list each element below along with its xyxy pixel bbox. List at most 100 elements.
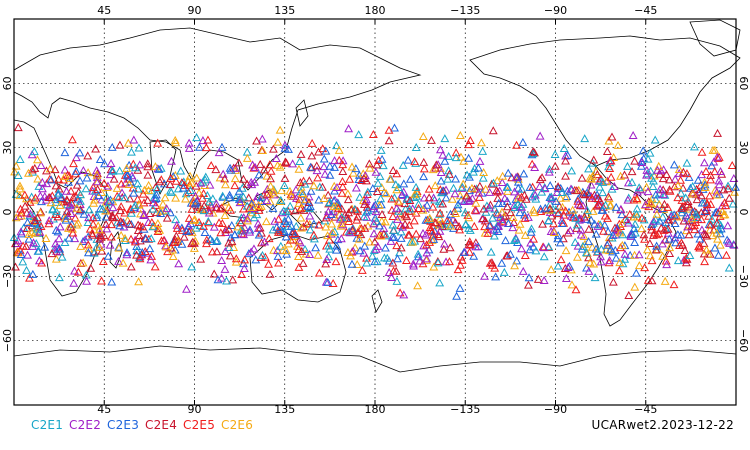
marker-c2e3: [459, 247, 469, 256]
marker-c2e6: [275, 125, 285, 134]
marker-c2e4: [225, 251, 235, 260]
marker-c2e3: [464, 153, 474, 162]
marker-c2e4: [678, 167, 688, 176]
marker-c2e6: [687, 214, 697, 223]
marker-c2e2: [498, 218, 508, 227]
marker-c2e5: [18, 241, 28, 250]
marker-c2e2: [37, 184, 47, 193]
marker-c2e1: [281, 207, 291, 216]
marker-c2e1: [395, 248, 404, 257]
marker-c2e3: [123, 171, 132, 180]
marker-c2e1: [199, 206, 209, 215]
marker-c2e5: [197, 193, 207, 202]
marker-c2e1: [238, 192, 248, 201]
marker-c2e2: [139, 210, 149, 219]
marker-c2e5: [266, 166, 276, 175]
marker-c2e6: [155, 225, 165, 234]
marker-c2e1: [503, 182, 513, 191]
marker-c2e5: [470, 205, 480, 214]
marker-c2e3: [597, 205, 607, 214]
marker-c2e6: [220, 180, 230, 189]
marker-c2e2: [637, 157, 647, 166]
marker-c2e5: [681, 253, 691, 262]
marker-c2e6: [712, 190, 722, 199]
marker-c2e1: [276, 241, 286, 250]
marker-c2e4: [162, 213, 172, 222]
marker-c2e2: [80, 235, 90, 244]
marker-c2e2: [495, 213, 505, 222]
lon-tick-label: 90: [188, 403, 202, 416]
marker-c2e3: [455, 283, 465, 292]
marker-c2e2: [182, 284, 191, 293]
marker-c2e2: [78, 166, 88, 175]
marker-c2e1: [553, 261, 563, 270]
marker-c2e2: [429, 193, 439, 202]
marker-c2e3: [46, 175, 56, 184]
marker-c2e2: [422, 248, 432, 257]
marker-c2e5: [625, 209, 635, 218]
marker-c2e2: [92, 166, 102, 175]
marker-c2e4: [224, 238, 234, 247]
marker-c2e4: [379, 229, 389, 238]
marker-c2e2: [44, 216, 54, 225]
marker-c2e1: [222, 276, 231, 285]
marker-c2e2: [565, 226, 575, 235]
marker-c2e3: [230, 230, 240, 239]
marker-c2e5: [727, 160, 737, 169]
lat-tick-label: 0: [737, 209, 750, 216]
marker-c2e5: [488, 260, 497, 269]
marker-c2e4: [553, 182, 563, 191]
marker-c2e1: [607, 184, 617, 193]
marker-c2e4: [66, 222, 76, 231]
marker-c2e5: [409, 216, 419, 225]
marker-c2e3: [436, 176, 446, 185]
marker-c2e4: [343, 195, 353, 204]
marker-c2e6: [328, 228, 338, 237]
marker-c2e5: [427, 227, 437, 236]
marker-c2e1: [305, 225, 315, 234]
marker-c2e6: [456, 152, 466, 161]
marker-c2e6: [275, 162, 285, 171]
marker-c2e1: [618, 230, 628, 239]
marker-c2e5: [295, 195, 305, 204]
marker-c2e1: [330, 227, 340, 236]
marker-c2e1: [187, 262, 197, 271]
marker-c2e3: [529, 242, 538, 251]
marker-c2e5: [705, 191, 715, 200]
marker-c2e6: [585, 173, 595, 182]
lat-tick-label: 0: [1, 209, 14, 216]
marker-c2e3: [564, 207, 574, 216]
marker-c2e4: [266, 174, 276, 183]
marker-c2e4: [255, 159, 265, 168]
marker-c2e2: [714, 176, 724, 185]
marker-c2e6: [221, 197, 231, 206]
marker-c2e1: [295, 157, 305, 166]
marker-c2e6: [236, 196, 246, 205]
marker-c2e1: [114, 193, 124, 202]
marker-c2e1: [108, 166, 118, 175]
marker-c2e4: [353, 212, 363, 221]
marker-c2e2: [628, 130, 638, 140]
marker-c2e5: [351, 205, 361, 214]
marker-c2e3: [631, 268, 641, 277]
marker-c2e5: [701, 166, 711, 175]
marker-c2e6: [114, 243, 124, 252]
marker-c2e2: [323, 207, 333, 216]
marker-c2e1: [413, 249, 423, 258]
marker-c2e5: [37, 258, 47, 267]
legend-item-c2e4: C2E4: [145, 418, 178, 432]
marker-c2e6: [715, 240, 725, 249]
marker-c2e4: [658, 174, 668, 183]
marker-c2e1: [528, 149, 538, 158]
marker-c2e6: [588, 206, 598, 215]
marker-c2e1: [166, 187, 176, 196]
marker-c2e4: [88, 230, 97, 239]
marker-c2e4: [143, 170, 153, 179]
marker-c2e1: [325, 197, 335, 206]
marker-c2e6: [286, 191, 296, 200]
marker-c2e2: [239, 213, 249, 222]
marker-c2e1: [451, 153, 461, 162]
marker-c2e4: [649, 230, 658, 239]
marker-c2e3: [53, 190, 63, 199]
marker-c2e1: [34, 246, 44, 255]
